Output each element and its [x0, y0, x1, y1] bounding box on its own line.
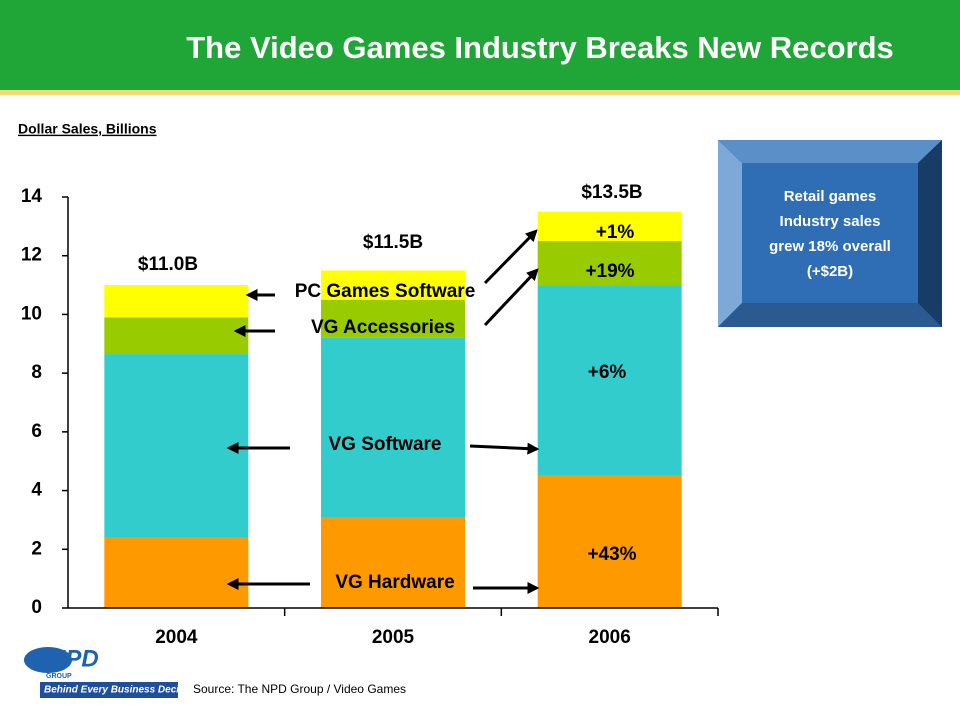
arrows [226, 229, 540, 594]
title: The Video Games Industry Breaks New Reco… [186, 30, 894, 65]
bar-segment [321, 337, 465, 517]
y-tick-label: 2 [31, 538, 42, 559]
bar-segment [104, 317, 249, 355]
y-tick-label: 8 [31, 362, 42, 383]
bar-segment [321, 270, 465, 300]
series-label: VG Hardware [335, 572, 454, 593]
y-tick-label: 14 [21, 186, 43, 207]
annotation: +43% [587, 544, 636, 565]
source: Source: The NPD Group / Video Games [193, 682, 406, 696]
logo-name: NPD [48, 645, 99, 672]
x-tick-label: 2004 [155, 627, 198, 648]
y-tick-label: 0 [31, 597, 42, 618]
bar-segment [537, 211, 682, 242]
series-label: VG Software [329, 434, 442, 455]
callout-line: Industry sales [780, 213, 881, 230]
annotation: $11.0B [138, 254, 198, 275]
y-tick-label: 12 [21, 245, 42, 266]
x-tick-label: 2005 [372, 627, 415, 648]
logo-tagline: Behind Every Business Decision [44, 685, 200, 696]
x-tick-label: 2006 [589, 627, 631, 648]
callout-line: (+$2B) [807, 263, 853, 280]
callout-line: Retail games [784, 188, 877, 205]
callout-line: grew 18% overall [769, 238, 891, 255]
header-bar [0, 0, 960, 90]
annotation: +6% [588, 362, 627, 383]
header-rule [0, 90, 960, 95]
bar-segment [104, 537, 249, 608]
callout [718, 140, 942, 327]
logo-sub: GROUP [46, 673, 72, 680]
y-tick-label: 6 [31, 421, 42, 442]
y-tick-label: 10 [21, 303, 42, 324]
bar-segment [104, 354, 249, 538]
annotation: $13.5B [581, 182, 642, 203]
annotation: +1% [596, 222, 635, 243]
bar-segment [537, 475, 682, 608]
series-label: VG Accessories [311, 317, 455, 338]
logo: NPD GROUP Behind Every Business Decision [24, 645, 200, 698]
bar-segment [321, 516, 465, 608]
annotation: +19% [585, 261, 634, 282]
bar-segment [321, 299, 465, 338]
y-axis-label: Dollar Sales, Billions [18, 121, 157, 137]
bar-segment [104, 285, 249, 318]
y-tick-label: 4 [31, 480, 42, 501]
series-label: PC Games Software [295, 281, 476, 302]
bar-segment [537, 285, 682, 476]
bar-segment [537, 241, 682, 286]
annotation: $11.5B [363, 232, 423, 253]
